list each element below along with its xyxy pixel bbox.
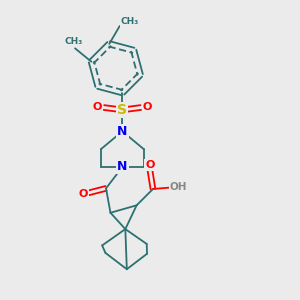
Text: CH₃: CH₃ — [64, 37, 83, 46]
Text: N: N — [117, 160, 128, 173]
Text: OH: OH — [169, 182, 187, 193]
Text: O: O — [145, 160, 155, 170]
Text: S: S — [117, 103, 128, 117]
Text: N: N — [117, 125, 128, 138]
Text: O: O — [142, 102, 152, 112]
Text: O: O — [79, 189, 88, 199]
Text: O: O — [93, 102, 102, 112]
Text: CH₃: CH₃ — [121, 17, 139, 26]
